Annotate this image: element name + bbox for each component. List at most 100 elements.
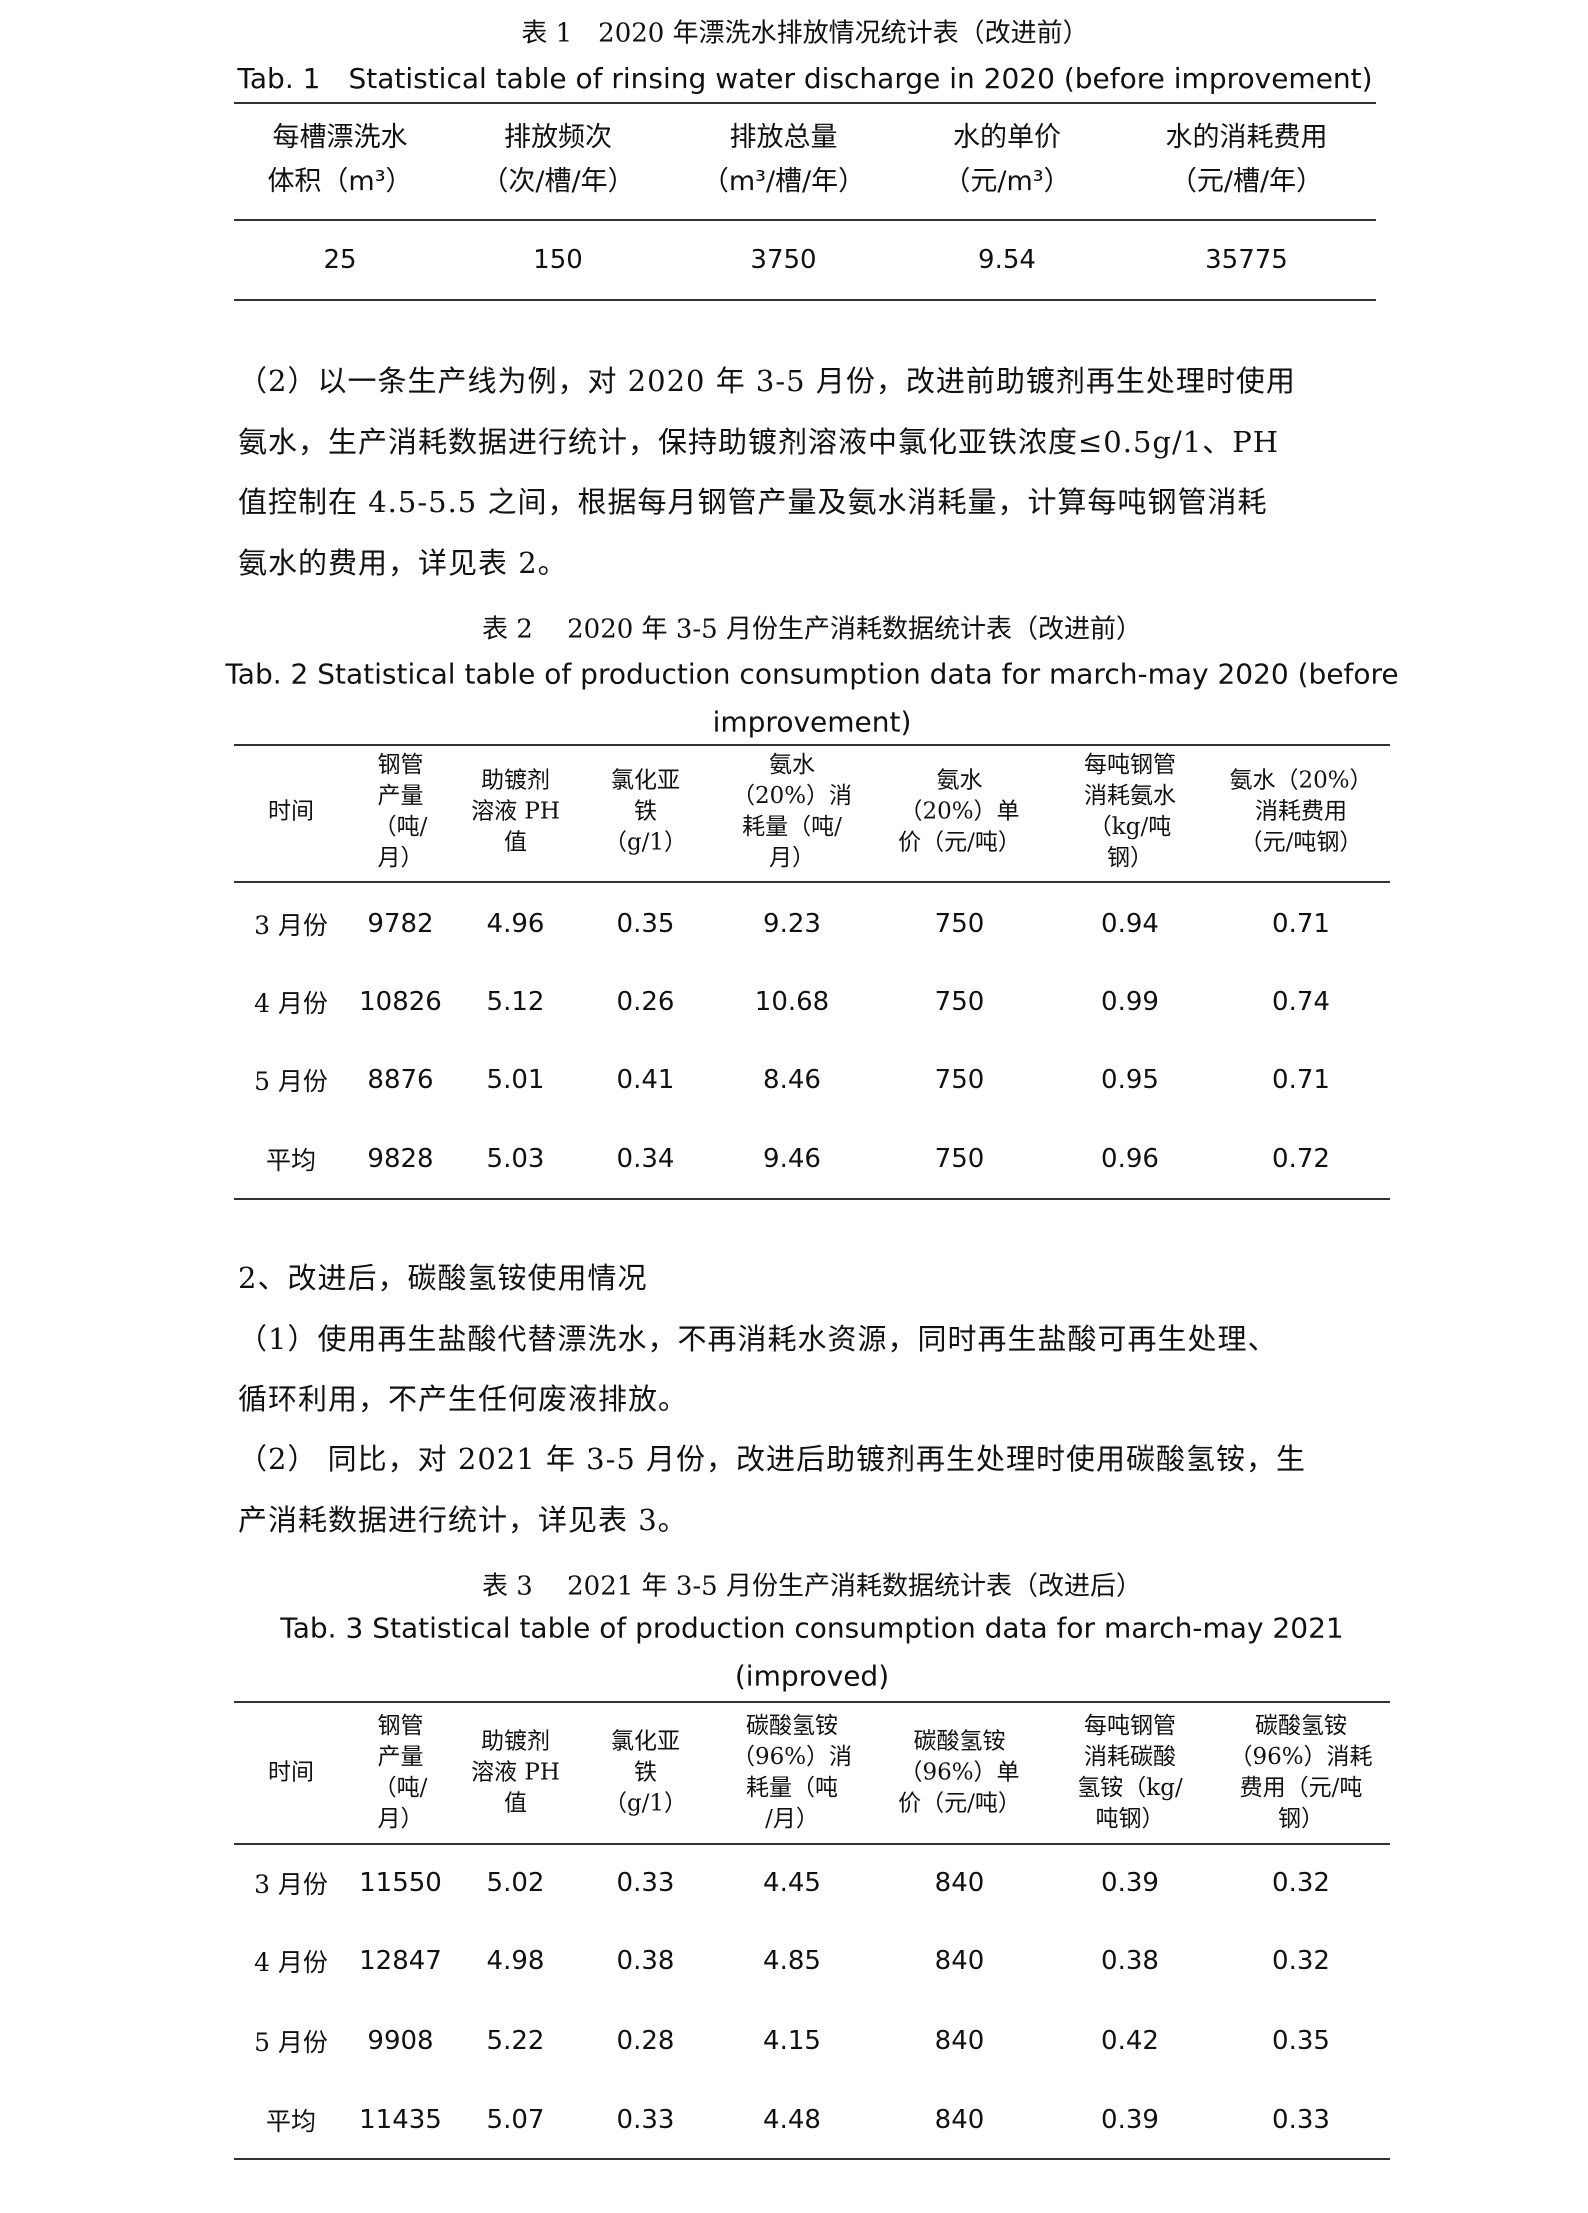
table-cell: 750 bbox=[934, 1065, 985, 1095]
table-cell: 0.28 bbox=[616, 2026, 675, 2056]
table-cell: 0.34 bbox=[616, 1144, 675, 1174]
table-cell: 4.98 bbox=[486, 1946, 545, 1976]
header-cell: 时间 bbox=[268, 1759, 314, 1786]
table-cell: 11435 bbox=[359, 2105, 442, 2135]
table-cell: 5.02 bbox=[486, 1868, 545, 1898]
header-cell: 每吨钢管 消耗氨水 （kg/吨 钢） bbox=[1084, 752, 1176, 871]
table-cell: 840 bbox=[934, 2026, 985, 2056]
table-cell: 9.54 bbox=[978, 245, 1036, 275]
table-cell: 0.38 bbox=[1101, 1946, 1159, 1976]
table-rule bbox=[234, 744, 1390, 746]
row-label: 3 月份 bbox=[254, 1870, 328, 1899]
table-cell: 0.35 bbox=[1272, 2026, 1330, 2056]
header-cell: 时间 bbox=[268, 798, 314, 825]
caption-cn: 表 2 2020 年 3-5 月份生产消耗数据统计表（改进前） bbox=[482, 614, 1142, 645]
table-cell: 0.33 bbox=[616, 2105, 675, 2135]
caption-en: Tab. 2 Statistical table of production c… bbox=[225, 657, 1399, 691]
table-cell: 4.96 bbox=[486, 909, 545, 939]
header-cell: 氨水 （20%）消 耗量（吨/ 月） bbox=[731, 752, 853, 871]
header-cell: 每吨钢管 消耗碳酸 氢铵（kg/ 吨钢） bbox=[1077, 1713, 1183, 1832]
table-cell: 840 bbox=[934, 2105, 985, 2135]
paragraph-line: 氨水，生产消耗数据进行统计，保持助镀剂溶液中氯化亚铁浓度≤0.5g/1、PH bbox=[238, 425, 1280, 459]
caption-cn: 表 1 2020 年漂洗水排放情况统计表（改进前） bbox=[521, 18, 1089, 49]
table-cell: 10.68 bbox=[754, 987, 830, 1017]
table-cell: 10826 bbox=[359, 987, 442, 1017]
table-cell: 0.71 bbox=[1272, 1065, 1330, 1095]
table-cell: 0.94 bbox=[1101, 909, 1159, 939]
caption-en: Tab. 1 Statistical table of rinsing wate… bbox=[237, 62, 1373, 95]
row-label: 3 月份 bbox=[254, 911, 328, 940]
table-cell: 12847 bbox=[359, 1946, 442, 1976]
header-cell: 钢管 产量 （吨/ 月） bbox=[373, 1713, 428, 1832]
header-cell: 碳酸氢铵 （96%）消 耗量（吨 /月） bbox=[731, 1713, 853, 1832]
table-cell: 0.32 bbox=[1272, 1946, 1330, 1976]
table-cell: 0.38 bbox=[616, 1946, 675, 1976]
paragraph-line: 值控制在 4.5-5.5 之间，根据每月钢管产量及氨水消耗量，计算每吨钢管消耗 bbox=[238, 485, 1268, 519]
table-rule bbox=[234, 1843, 1390, 1845]
paragraph-line: （1）使用再生盐酸代替漂洗水，不再消耗水资源，同时再生盐酸可再生处理、 bbox=[238, 1322, 1278, 1356]
paragraph-line: 产消耗数据进行统计，详见表 3。 bbox=[238, 1503, 688, 1537]
table-cell: 0.42 bbox=[1101, 2026, 1159, 2056]
table-cell: 9782 bbox=[367, 909, 434, 939]
caption-en: Tab. 3 Statistical table of production c… bbox=[280, 1611, 1344, 1645]
table-cell: 750 bbox=[934, 987, 985, 1017]
caption-cn: 表 3 2021 年 3-5 月份生产消耗数据统计表（改进后） bbox=[482, 1571, 1142, 1602]
header-cell: 钢管 产量 （吨/ 月） bbox=[373, 752, 428, 871]
table-rule bbox=[234, 102, 1376, 104]
table-rule bbox=[234, 219, 1376, 221]
table-cell: 0.33 bbox=[616, 1868, 675, 1898]
table-rule bbox=[234, 299, 1376, 301]
caption-en: (improved) bbox=[734, 1659, 890, 1693]
header-cell: 排放频次 （次/槽/年） bbox=[481, 122, 635, 197]
paragraph-line: （2）以一条生产线为例，对 2020 年 3-5 月份，改进前助镀剂再生处理时使… bbox=[238, 364, 1296, 398]
table-cell: 0.33 bbox=[1272, 2105, 1330, 2135]
header-cell: 氯化亚 铁 （g/1） bbox=[603, 1728, 688, 1817]
table-cell: 5.22 bbox=[486, 2026, 545, 2056]
table-cell: 4.85 bbox=[763, 1946, 821, 1976]
table-cell: 0.95 bbox=[1101, 1065, 1159, 1095]
table-rule bbox=[234, 1701, 1390, 1703]
header-cell: 氨水 （20%）单 价（元/吨） bbox=[898, 767, 1021, 856]
row-label: 5 月份 bbox=[254, 1067, 328, 1096]
table-cell: 5.03 bbox=[486, 1144, 545, 1174]
row-label: 平均 bbox=[265, 2107, 316, 2136]
table-cell: 5.07 bbox=[486, 2105, 545, 2135]
header-cell: 助镀剂 溶液 PH 值 bbox=[471, 767, 560, 856]
table-cell: 4.15 bbox=[763, 2026, 821, 2056]
table-cell: 750 bbox=[934, 1144, 985, 1174]
table-cell: 840 bbox=[934, 1868, 985, 1898]
header-cell: 氯化亚 铁 （g/1） bbox=[603, 767, 688, 856]
table-cell: 5.12 bbox=[486, 987, 545, 1017]
table-rule bbox=[234, 2158, 1390, 2160]
table-cell: 0.96 bbox=[1101, 1144, 1159, 1174]
table-cell: 35775 bbox=[1205, 245, 1288, 275]
header-cell: 水的单价 （元/m³） bbox=[943, 122, 1071, 197]
table-cell: 9828 bbox=[367, 1144, 434, 1174]
paragraph-line: 氨水的费用，详见表 2。 bbox=[238, 546, 568, 580]
caption-en: improvement) bbox=[712, 705, 912, 739]
paragraph-line: 循环利用，不产生任何废液排放。 bbox=[238, 1382, 689, 1416]
table-cell: 0.74 bbox=[1272, 987, 1330, 1017]
table-cell: 840 bbox=[934, 1946, 985, 1976]
row-label: 4 月份 bbox=[254, 989, 328, 1018]
table-cell: 9.23 bbox=[763, 909, 821, 939]
paragraph-line: 2、改进后，碳酸氢铵使用情况 bbox=[238, 1261, 648, 1295]
header-cell: 助镀剂 溶液 PH 值 bbox=[471, 1728, 560, 1817]
table-cell: 9908 bbox=[367, 2026, 434, 2056]
header-cell: 每槽漂洗水 体积（m³） bbox=[267, 122, 413, 197]
header-cell: 氨水（20%） 消耗费用 （元/吨钢） bbox=[1229, 767, 1373, 856]
table-cell: 0.35 bbox=[616, 909, 675, 939]
table-cell: 0.26 bbox=[616, 987, 675, 1017]
table-rule bbox=[234, 881, 1390, 883]
table-cell: 0.39 bbox=[1101, 2105, 1159, 2135]
header-cell: 排放总量 （m³/槽/年） bbox=[701, 122, 866, 197]
paragraph-line: （2） 同比，对 2021 年 3-5 月份，改进后助镀剂再生处理时使用碳酸氢铵… bbox=[238, 1442, 1307, 1476]
header-cell: 水的消耗费用 （元/槽/年） bbox=[1165, 122, 1328, 197]
table-cell: 0.71 bbox=[1272, 909, 1330, 939]
table-cell: 0.41 bbox=[616, 1065, 675, 1095]
header-cell: 碳酸氢铵 （96%）消耗 费用（元/吨 钢） bbox=[1229, 1713, 1373, 1832]
table-cell: 0.39 bbox=[1101, 1868, 1159, 1898]
table-cell: 3750 bbox=[750, 245, 817, 275]
row-label: 5 月份 bbox=[254, 2028, 328, 2057]
